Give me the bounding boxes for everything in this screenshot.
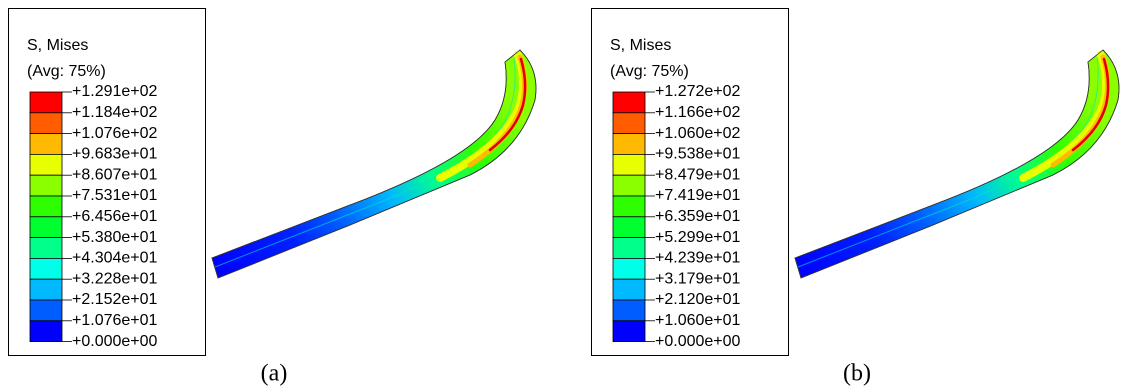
legend-label: +3.179e+01 bbox=[655, 270, 741, 287]
legend-label: +6.456e+01 bbox=[72, 208, 158, 225]
legend-label: +9.538e+01 bbox=[655, 146, 741, 163]
legend-label: +1.060e+02 bbox=[655, 125, 741, 142]
color-band bbox=[613, 321, 645, 342]
caption: (b) bbox=[843, 361, 871, 387]
color-band bbox=[30, 113, 62, 134]
color-band bbox=[30, 196, 62, 217]
legend-label: +4.304e+01 bbox=[72, 250, 158, 267]
figure: S, Mises (Avg: 75%) +1.291e+02 +1.184e+02 +1… bbox=[0, 0, 1128, 389]
legend-label: +7.419e+01 bbox=[655, 187, 741, 204]
legend-label: +1.291e+02 bbox=[72, 83, 158, 100]
color-band bbox=[30, 217, 62, 238]
legend-label: +2.152e+01 bbox=[72, 291, 158, 308]
legend-label: +3.228e+01 bbox=[72, 270, 158, 287]
color-band bbox=[30, 300, 62, 321]
legend-label: +5.299e+01 bbox=[655, 229, 741, 246]
legend-label: +1.184e+02 bbox=[72, 104, 158, 121]
legend-subtitle: (Avg: 75%) bbox=[610, 63, 689, 80]
panel: S, Mises (Avg: 75%) +1.291e+02 +1.184e+02 +1… bbox=[9, 9, 537, 387]
color-band bbox=[613, 175, 645, 196]
legend-label: +1.166e+02 bbox=[655, 104, 741, 121]
legend-title: S, Mises bbox=[27, 37, 88, 54]
legend-label: +5.380e+01 bbox=[72, 229, 158, 246]
color-band bbox=[30, 238, 62, 259]
color-band bbox=[613, 196, 645, 217]
color-band bbox=[613, 134, 645, 155]
legend-label: +0.000e+00 bbox=[655, 333, 741, 350]
color-band bbox=[30, 258, 62, 279]
beam bbox=[212, 50, 536, 278]
legend-label: +6.359e+01 bbox=[655, 208, 741, 225]
legend-label: +2.120e+01 bbox=[655, 291, 741, 308]
legend-label: +1.076e+01 bbox=[72, 312, 158, 329]
legend-label: +9.683e+01 bbox=[72, 146, 158, 163]
color-band bbox=[613, 92, 645, 113]
color-band bbox=[613, 279, 645, 300]
color-band bbox=[30, 279, 62, 300]
color-band bbox=[613, 154, 645, 175]
legend-label: +7.531e+01 bbox=[72, 187, 158, 204]
legend-label: +1.272e+02 bbox=[655, 83, 741, 100]
legend-label: +4.239e+01 bbox=[655, 250, 741, 267]
panel: S, Mises (Avg: 75%) +1.272e+02 +1.166e+02 +1… bbox=[592, 9, 1120, 387]
color-band bbox=[613, 258, 645, 279]
legend-label: +8.607e+01 bbox=[72, 166, 158, 183]
color-band bbox=[30, 175, 62, 196]
legend-label: +1.060e+01 bbox=[655, 312, 741, 329]
legend-subtitle: (Avg: 75%) bbox=[27, 63, 106, 80]
legend-label: +0.000e+00 bbox=[72, 333, 158, 350]
legend-label: +8.479e+01 bbox=[655, 166, 741, 183]
caption: (a) bbox=[261, 361, 288, 387]
color-band bbox=[613, 113, 645, 134]
color-band bbox=[30, 154, 62, 175]
color-band bbox=[30, 321, 62, 342]
beam bbox=[795, 50, 1119, 278]
color-band bbox=[613, 300, 645, 321]
color-band bbox=[613, 217, 645, 238]
color-band bbox=[613, 238, 645, 259]
color-band bbox=[30, 92, 62, 113]
legend-title: S, Mises bbox=[610, 37, 671, 54]
color-band bbox=[30, 134, 62, 155]
legend-label: +1.076e+02 bbox=[72, 125, 158, 142]
